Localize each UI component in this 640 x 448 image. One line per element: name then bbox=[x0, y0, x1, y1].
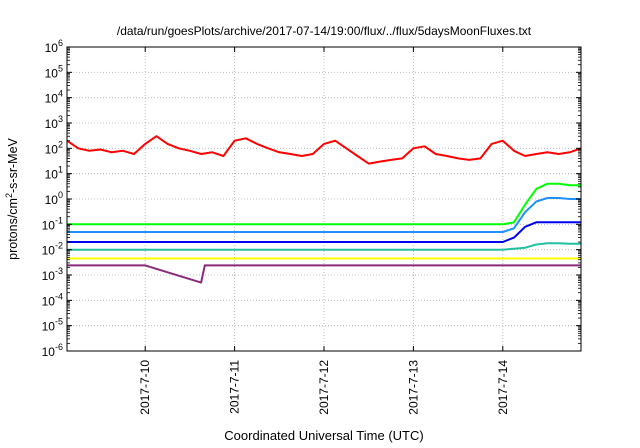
y-tick-label: 106 bbox=[45, 38, 63, 55]
chart-title: /data/run/goesPlots/archive/2017-07-14/1… bbox=[117, 24, 532, 38]
y-tick-label: 104 bbox=[45, 89, 63, 106]
series-line-3 bbox=[67, 197, 581, 233]
y-tick-label: 10-4 bbox=[42, 291, 63, 308]
x-tick-label: 2017-7-12 bbox=[317, 360, 331, 415]
y-tick-label: 105 bbox=[45, 63, 63, 80]
series-line-1 bbox=[66, 135, 582, 165]
series-lines bbox=[66, 135, 582, 284]
x-tick-label: 2017-7-10 bbox=[138, 360, 152, 415]
x-axis-label: Coordinated Universal Time (UTC) bbox=[224, 428, 423, 443]
y-tick-label: 10-3 bbox=[42, 266, 63, 283]
y-tick-label: 101 bbox=[45, 165, 63, 182]
series-line-2 bbox=[67, 182, 581, 226]
x-tick-label: 2017-7-14 bbox=[496, 360, 510, 415]
series-line-4 bbox=[67, 221, 581, 243]
y-axis-label-main: protons/cm bbox=[6, 198, 20, 260]
series-line-7 bbox=[67, 264, 581, 284]
x-tick-label: 2017-7-13 bbox=[406, 360, 420, 415]
x-tick-label: 2017-7-11 bbox=[228, 360, 242, 414]
tick-marks: 106 105 104 103 102 101 100 10-1 10-2 10-3 10-4 10-… bbox=[42, 38, 581, 415]
y-tick-label: 100 bbox=[45, 190, 63, 207]
y-tick-label: 10-2 bbox=[42, 241, 63, 258]
svg-text:protons/cm2-s-sr-MeV: protons/cm2-s-sr-MeV bbox=[4, 137, 20, 259]
series-line-5 bbox=[67, 242, 581, 251]
y-axis-label-superscript: 2 bbox=[4, 193, 14, 198]
y-tick-label: 10-6 bbox=[42, 342, 63, 359]
y-axis-label: protons/cm2-s-sr-MeV bbox=[4, 137, 20, 259]
grid-lines bbox=[67, 47, 581, 351]
y-tick-label: 102 bbox=[45, 139, 63, 156]
y-axis-label-rest: -s-sr-MeV bbox=[6, 137, 20, 193]
y-tick-label: 103 bbox=[45, 114, 63, 131]
y-tick-label: 10-1 bbox=[42, 215, 63, 232]
y-tick-label: 10-5 bbox=[42, 317, 63, 334]
